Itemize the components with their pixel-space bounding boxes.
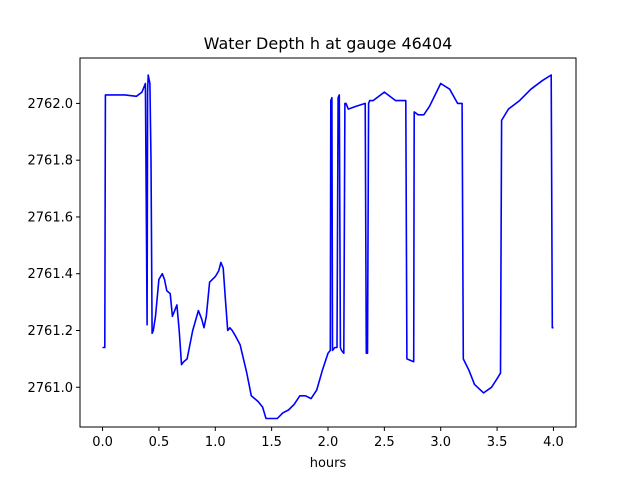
y-axis: 2761.0 2761.2 2761.4 2761.6 2761.8 2762.0 [28, 97, 80, 396]
x-axis: 0.0 0.5 1.0 1.5 2.0 2.5 3.0 3.5 4.0 [92, 427, 564, 450]
x-axis-label: hours [310, 456, 347, 471]
x-tick-label: 0.5 [149, 435, 170, 450]
x-tick-label: 3.5 [487, 435, 508, 450]
y-tick-label: 2762.0 [28, 97, 74, 112]
y-tick-label: 2761.2 [28, 324, 74, 339]
y-tick-label: 2761.6 [28, 210, 74, 225]
x-tick-label: 2.5 [374, 435, 395, 450]
x-tick-label: 4.0 [543, 435, 564, 450]
y-tick-label: 2761.8 [28, 154, 74, 169]
x-tick-label: 0.0 [92, 435, 113, 450]
data-series-line [102, 74, 554, 420]
x-tick-label: 1.0 [205, 435, 226, 450]
x-tick-label: 3.0 [430, 435, 451, 450]
chart-title: Water Depth h at gauge 46404 [204, 34, 453, 53]
y-tick-label: 2761.4 [28, 267, 74, 282]
y-tick-label: 2761.0 [28, 381, 74, 396]
x-tick-label: 1.5 [261, 435, 282, 450]
x-tick-label: 2.0 [318, 435, 339, 450]
